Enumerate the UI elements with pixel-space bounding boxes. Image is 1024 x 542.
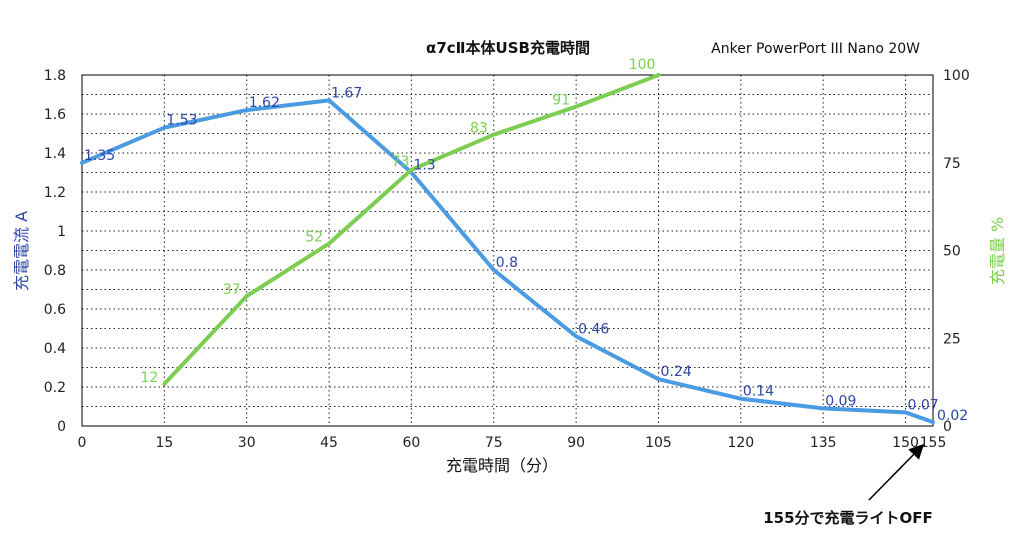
chart-title: α7cⅡ本体USB充電時間 <box>426 39 590 57</box>
y-left-tick-label: 1.2 <box>44 185 66 201</box>
y-axis-right-label: 充電量 % <box>988 217 1007 285</box>
chart-subtitle: Anker PowerPort III Nano 20W <box>711 41 920 57</box>
axis-ticks: 0 15 30 45 60 75 90 105 120 135 150 15500.20.40.60.… <box>44 68 970 451</box>
current-series-line <box>80 98 935 425</box>
x-tick-label: 155 <box>920 435 947 451</box>
current-data-label: 1.67 <box>331 85 362 101</box>
annotation-arrow <box>868 443 925 501</box>
charge-data-label: 100 <box>629 57 656 73</box>
y-right-tick-label: 100 <box>943 68 970 84</box>
y-left-tick-label: 0.8 <box>44 263 66 279</box>
x-axis-label: 充電時間（分） <box>446 456 558 475</box>
y-left-tick-label: 0.4 <box>44 341 66 357</box>
current-data-label: 0.8 <box>496 255 518 271</box>
y-left-tick-label: 1.6 <box>44 107 66 123</box>
charge-data-label: 73 <box>392 154 410 170</box>
current-data-label: 1.3 <box>413 158 435 174</box>
x-tick-label: 105 <box>645 435 672 451</box>
y-right-tick-label: 0 <box>943 419 952 435</box>
data-labels: 1.35 1.53 1.62 1.67 1.3 0.8 0.46 0.24 0.14 0.09 0.… <box>84 57 968 424</box>
current-data-label: 0.09 <box>825 393 856 409</box>
charge-data-label: 83 <box>470 121 488 137</box>
charge-data-label: 91 <box>552 93 570 109</box>
current-data-label: 0.24 <box>660 364 691 380</box>
y-left-tick-label: 0 <box>57 419 66 435</box>
chart-grid <box>82 75 933 426</box>
current-data-label: 1.35 <box>84 148 115 164</box>
x-tick-label: 45 <box>320 435 338 451</box>
x-tick-label: 0 <box>78 435 87 451</box>
current-data-label: 0.14 <box>743 384 774 400</box>
charge-series-line <box>162 73 661 386</box>
current-data-label: 0.46 <box>578 321 609 337</box>
chart-series <box>80 73 935 425</box>
current-data-label: 1.62 <box>249 95 280 111</box>
x-tick-label: 120 <box>727 435 754 451</box>
y-axis-left-label: 充電電流 A <box>12 211 31 291</box>
y-left-tick-label: 0.6 <box>44 302 66 318</box>
plot-frame <box>81 74 934 427</box>
y-right-tick-label: 75 <box>943 156 961 172</box>
charge-data-label: 12 <box>141 370 159 386</box>
y-left-tick-label: 1 <box>57 224 66 240</box>
y-left-tick-label: 0.2 <box>44 380 66 396</box>
x-tick-label: 30 <box>238 435 256 451</box>
current-data-label: 1.53 <box>166 113 197 129</box>
y-right-tick-label: 25 <box>943 331 961 347</box>
x-tick-label: 90 <box>567 435 585 451</box>
x-tick-label: 135 <box>810 435 837 451</box>
current-data-label: 0.02 <box>937 408 968 424</box>
charge-data-label: 37 <box>223 282 241 298</box>
charge-data-label: 52 <box>305 229 323 245</box>
x-tick-label: 60 <box>403 435 421 451</box>
y-right-tick-label: 50 <box>943 244 961 260</box>
y-left-tick-label: 1.8 <box>44 68 66 84</box>
annotation-text: 155分で充電ライトOFF <box>763 509 933 527</box>
current-data-label: 0.07 <box>908 397 939 413</box>
y-left-tick-label: 1.4 <box>44 146 66 162</box>
x-tick-label: 75 <box>485 435 503 451</box>
x-tick-label: 150 <box>892 435 919 451</box>
x-tick-label: 15 <box>155 435 173 451</box>
